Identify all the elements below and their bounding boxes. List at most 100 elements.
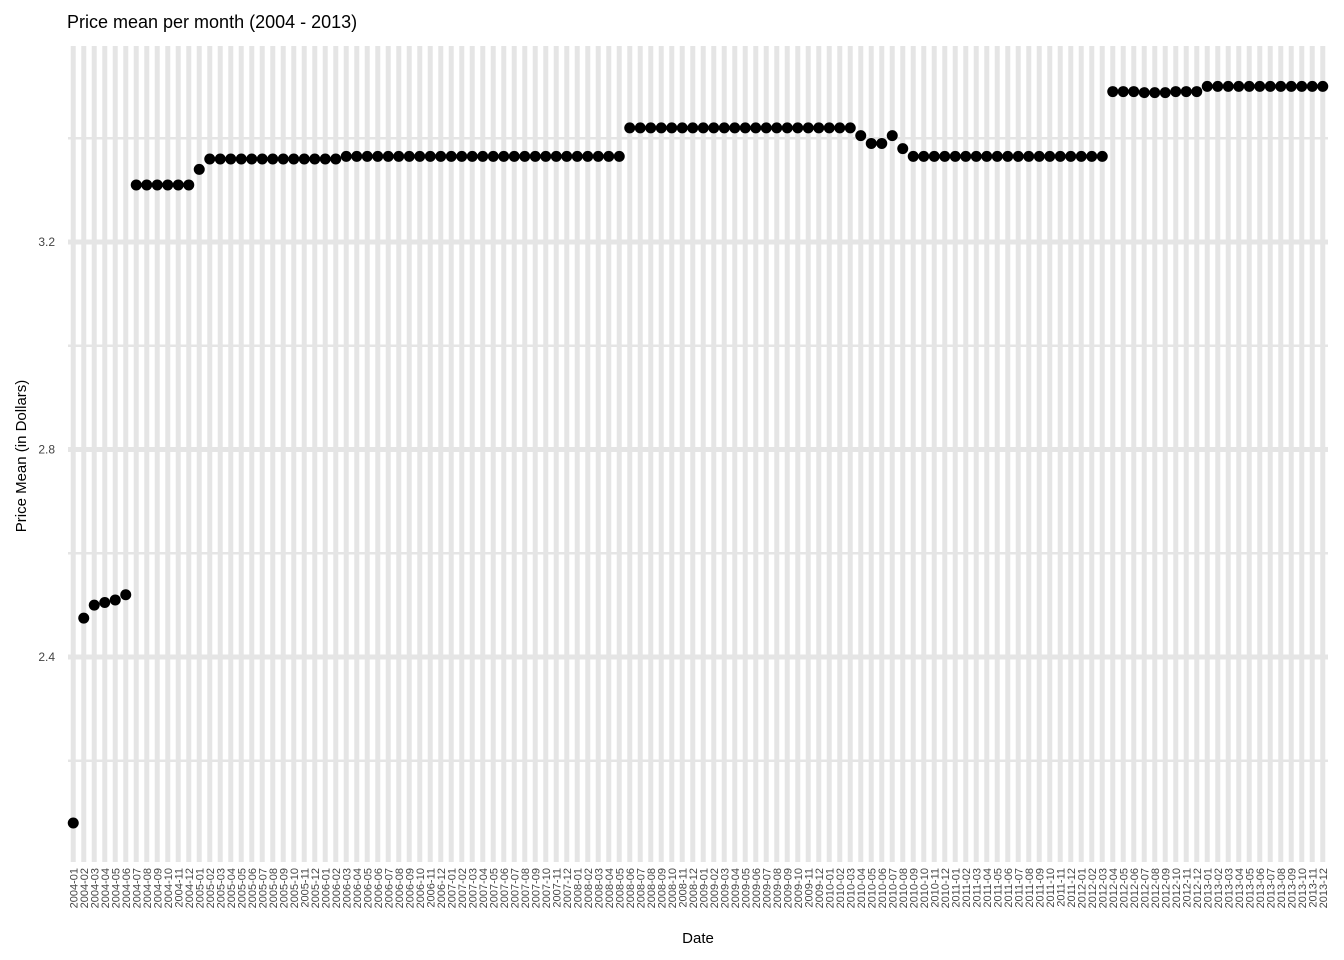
data-point bbox=[225, 153, 237, 165]
data-point bbox=[918, 150, 930, 162]
data-point bbox=[876, 137, 888, 149]
x-tick-label: 2008-06 bbox=[625, 868, 637, 908]
x-tick-label: 2008-10 bbox=[667, 868, 679, 908]
x-tick-label: 2007-11 bbox=[551, 868, 563, 908]
data-point bbox=[1149, 87, 1161, 99]
x-tick-label: 2010-05 bbox=[866, 868, 878, 908]
data-point bbox=[907, 150, 919, 162]
x-tick-label: 2006-01 bbox=[320, 868, 332, 908]
x-tick-label: 2006-02 bbox=[331, 868, 343, 908]
data-point bbox=[1075, 150, 1087, 162]
x-tick-label: 2012-07 bbox=[1139, 868, 1151, 908]
data-point bbox=[1044, 150, 1056, 162]
y-tick-label: 2.4 bbox=[38, 650, 55, 664]
data-point bbox=[981, 150, 993, 162]
data-point bbox=[697, 122, 709, 134]
data-point bbox=[1096, 150, 1108, 162]
data-point bbox=[1180, 86, 1192, 98]
x-tick-label: 2011-10 bbox=[1045, 868, 1057, 908]
data-point bbox=[88, 599, 100, 611]
x-tick-label: 2012-02 bbox=[1087, 868, 1099, 908]
data-point bbox=[99, 597, 111, 609]
data-point bbox=[1317, 80, 1329, 92]
x-tick-label: 2005-06 bbox=[247, 868, 259, 908]
x-tick-label: 2004-04 bbox=[100, 868, 112, 908]
x-tick-label: 2013-01 bbox=[1202, 868, 1214, 908]
x-tick-label: 2004-06 bbox=[121, 868, 133, 908]
x-tick-label: 2008-02 bbox=[583, 868, 595, 908]
x-tick-label: 2008-05 bbox=[614, 868, 626, 908]
data-point bbox=[960, 150, 972, 162]
data-point bbox=[739, 122, 751, 134]
x-tick-label: 2010-11 bbox=[929, 868, 941, 908]
data-point bbox=[813, 122, 825, 134]
x-tick-label: 2005-04 bbox=[226, 868, 238, 908]
x-tick-label: 2008-04 bbox=[604, 868, 616, 908]
data-point bbox=[1002, 150, 1014, 162]
y-tick-label: 2.8 bbox=[38, 443, 55, 457]
x-tick-label: 2013-09 bbox=[1286, 868, 1298, 908]
x-tick-label: 2010-08 bbox=[898, 868, 910, 908]
data-point bbox=[403, 150, 415, 162]
x-tick-label: 2009-02 bbox=[709, 868, 721, 908]
x-tick-label: 2012-03 bbox=[1097, 868, 1109, 908]
data-point bbox=[582, 150, 594, 162]
x-tick-label: 2012-08 bbox=[1150, 868, 1162, 908]
data-point bbox=[372, 150, 384, 162]
data-point bbox=[939, 150, 951, 162]
data-point bbox=[624, 122, 636, 134]
x-tick-label: 2012-01 bbox=[1076, 868, 1088, 908]
data-point bbox=[340, 150, 352, 162]
data-point bbox=[540, 150, 552, 162]
x-tick-label: 2005-01 bbox=[194, 868, 206, 908]
x-tick-label: 2004-07 bbox=[131, 868, 143, 908]
x-tick-label: 2010-06 bbox=[877, 868, 889, 908]
x-tick-label: 2011-08 bbox=[1024, 868, 1036, 908]
data-point bbox=[319, 153, 331, 165]
data-point bbox=[855, 130, 867, 142]
y-tick-labels: 2.4 2.8 3.2 bbox=[38, 235, 55, 664]
data-point bbox=[729, 122, 741, 134]
data-point bbox=[666, 122, 678, 134]
x-tick-label: 2010-03 bbox=[845, 868, 857, 908]
data-point bbox=[676, 122, 688, 134]
x-tick-label: 2009-09 bbox=[782, 868, 794, 908]
x-tick-label: 2007-08 bbox=[520, 868, 532, 908]
data-point bbox=[1306, 80, 1318, 92]
data-point bbox=[130, 179, 142, 191]
data-point bbox=[382, 150, 394, 162]
x-tick-label: 2013-03 bbox=[1223, 868, 1235, 908]
x-tick-label: 2009-08 bbox=[772, 868, 784, 908]
x-tick-label: 2013-11 bbox=[1307, 868, 1319, 908]
x-tick-label: 2005-12 bbox=[310, 868, 322, 908]
data-point bbox=[1254, 80, 1266, 92]
x-tick-label: 2004-02 bbox=[79, 868, 91, 908]
x-tick-label: 2010-10 bbox=[919, 868, 931, 908]
x-tick-label: 2009-12 bbox=[814, 868, 826, 908]
data-point bbox=[204, 153, 216, 165]
x-tick-label: 2012-06 bbox=[1129, 868, 1141, 908]
data-point bbox=[183, 179, 195, 191]
x-tick-label: 2006-05 bbox=[362, 868, 374, 908]
x-tick-label: 2008-03 bbox=[593, 868, 605, 908]
data-point bbox=[834, 122, 846, 134]
data-point bbox=[781, 122, 793, 134]
data-point bbox=[1275, 80, 1287, 92]
data-point bbox=[1243, 80, 1255, 92]
data-point bbox=[1086, 150, 1098, 162]
y-axis-title: Price Mean (in Dollars) bbox=[13, 380, 30, 533]
data-point bbox=[78, 612, 90, 624]
chart-title: Price mean per month (2004 - 2013) bbox=[67, 12, 357, 32]
x-axis-title: Date bbox=[682, 930, 714, 947]
data-point bbox=[1033, 150, 1045, 162]
x-tick-label: 2006-04 bbox=[352, 868, 364, 908]
x-tick-label: 2013-10 bbox=[1297, 868, 1309, 908]
data-point bbox=[508, 150, 520, 162]
data-point bbox=[193, 163, 205, 175]
x-tick-label: 2011-02 bbox=[961, 868, 973, 908]
data-point bbox=[309, 153, 321, 165]
x-tick-label: 2011-05 bbox=[992, 868, 1004, 908]
data-point bbox=[351, 150, 363, 162]
x-tick-label: 2012-04 bbox=[1108, 868, 1120, 908]
